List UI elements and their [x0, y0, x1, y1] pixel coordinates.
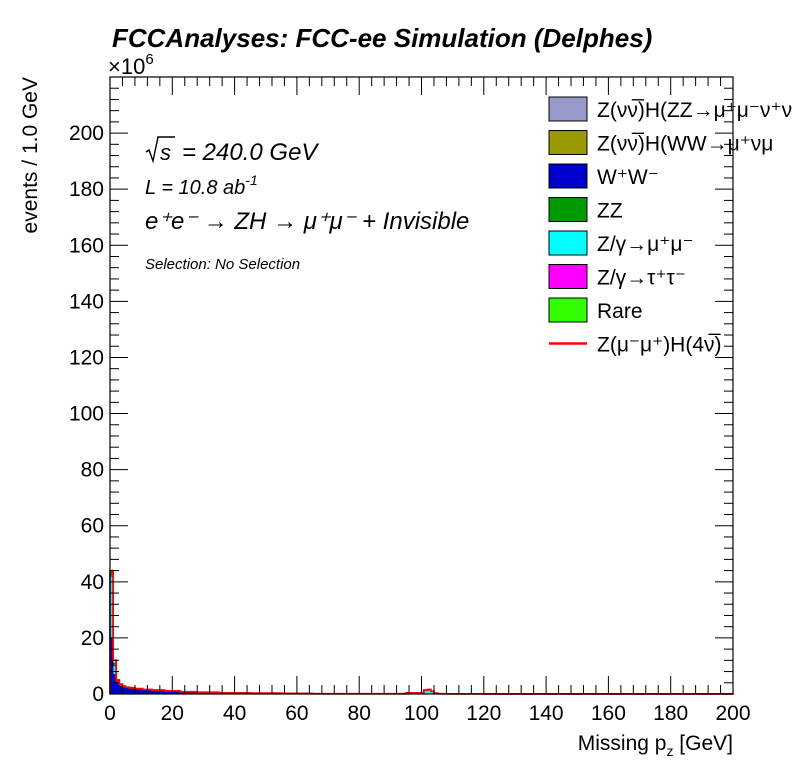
- legend-items: Z(νν̅)H(ZZ→μ⁺μ⁻ν⁺ν Z(νν̅)H(WW→μ⁺νμ W⁺W⁻ ZZ Z…: [548, 96, 792, 357]
- legend-label: Z/γ→τ⁺τ⁻: [597, 267, 686, 290]
- legend-swatch: [548, 264, 588, 289]
- x-tick-label: 60: [285, 702, 308, 725]
- x-tick-label: 180: [653, 702, 688, 725]
- legend-label: ZZ: [597, 200, 623, 223]
- legend-label: Z/γ→μ⁺μ⁻: [597, 233, 694, 256]
- x-tick-label: 140: [529, 702, 564, 725]
- legend-swatch: [548, 96, 588, 122]
- selection-annotation: Selection: No Selection: [145, 256, 300, 273]
- y-axis-label: events / 1.0 GeV: [19, 77, 42, 233]
- y-tick-label: 140: [69, 290, 104, 313]
- legend-label: Rare: [597, 300, 643, 323]
- y-tick-label: 200: [69, 122, 104, 145]
- y-tick-label: 180: [69, 178, 104, 201]
- legend-swatch: [548, 297, 588, 323]
- x-axis-label: Missing pz [GeV]: [578, 732, 733, 759]
- luminosity-annotation: L = 10.8 ab-1: [145, 172, 258, 199]
- legend-swatch: [548, 230, 588, 256]
- legend-label: W⁺W⁻: [597, 166, 659, 189]
- legend-swatch: [548, 197, 588, 222]
- y-tick-label: 100: [69, 403, 104, 426]
- y-tick-label: 40: [81, 571, 104, 594]
- y-multiplier: ×106: [108, 51, 154, 79]
- sqrt-s-value: = 240.0 GeV: [182, 139, 319, 166]
- y-tick-label: 0: [92, 683, 104, 706]
- legend-swatch: [548, 163, 588, 189]
- x-tick-label: 100: [404, 702, 439, 725]
- process-annotation: e⁺e⁻ → ZH → μ⁺μ⁻ + Invisible: [145, 208, 469, 235]
- chart-title: FCCAnalyses: FCC-ee Simulation (Delphes): [112, 23, 652, 53]
- x-tick-label: 120: [466, 702, 501, 725]
- y-tick-label: 160: [69, 234, 104, 257]
- x-tick-label: 160: [591, 702, 626, 725]
- x-tick-label: 80: [348, 702, 371, 725]
- x-tick-label: 40: [223, 702, 246, 725]
- y-tick-label: 20: [81, 627, 104, 650]
- legend-label: Z(μ⁻μ⁺)H(4ν̅): [597, 334, 722, 357]
- axis-ticks: 0 20 40 60 80 100 120 140 160 180 200 0 20 40 60 80 100 1…: [69, 76, 751, 725]
- sqrt-symbol: [145, 136, 175, 164]
- y-tick-label: 80: [81, 459, 104, 482]
- legend-swatch: [548, 130, 588, 155]
- x-tick-label: 200: [715, 702, 750, 725]
- legend-label: Z(νν̅)H(ZZ→μ⁺μ⁻ν⁺ν: [597, 99, 792, 122]
- legend-label: Z(νν̅)H(WW→μ⁺νμ: [597, 133, 773, 156]
- y-tick-label: 60: [81, 515, 104, 538]
- legend: Z(νν̅)H(ZZ→μ⁺μ⁻ν⁺ν Z(νν̅)H(WW→μ⁺νμ W⁺W⁻ ZZ Z…: [548, 96, 792, 357]
- y-tick-label: 120: [69, 346, 104, 369]
- sqrt-s-annotation: s = 240.0 GeV: [145, 136, 319, 166]
- sqrt-s-variable: s: [160, 140, 171, 165]
- x-tick-label: 0: [104, 702, 116, 725]
- x-tick-label: 20: [161, 702, 184, 725]
